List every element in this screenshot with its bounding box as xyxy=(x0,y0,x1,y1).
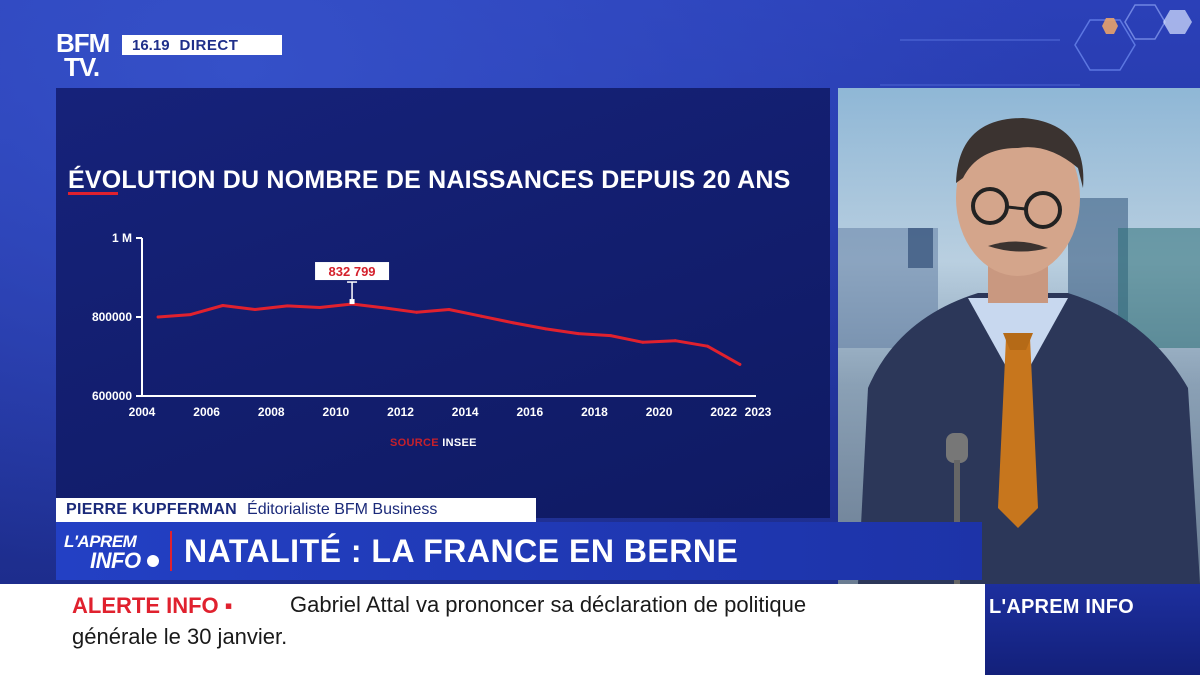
speaker-name: PIERRE KUPFERMAN xyxy=(66,501,238,518)
x-tick-label: 2010 xyxy=(323,405,350,419)
alert-text-line-2: générale le 30 janvier. xyxy=(72,624,288,649)
x-tick-label: 2008 xyxy=(258,405,285,419)
annotation-marker xyxy=(349,299,355,305)
x-tick-label: 2012 xyxy=(387,405,414,419)
speaker-role: Éditorialiste BFM Business xyxy=(247,501,438,518)
y-tick-label: 800000 xyxy=(92,310,132,324)
corner-brand-text: L'APREM INFO xyxy=(989,596,1134,618)
data-point xyxy=(706,344,710,348)
annotation-box xyxy=(315,262,390,281)
data-point xyxy=(576,332,580,336)
show-logo: L'APREM INFO xyxy=(56,522,166,580)
data-point xyxy=(673,339,677,343)
annotation-label: 832 799 xyxy=(329,264,376,279)
chart-title: ÉVOLUTION DU NOMBRE DE NAISSANCES DEPUIS… xyxy=(68,166,791,194)
alert-label: ALERTE INFO ▪ xyxy=(72,593,233,618)
births-line-chart: 1 M 800000 600000 2004 2006 2008 2010 2012 2014… xyxy=(92,231,772,419)
show-logo-line-2: INFO xyxy=(90,548,141,573)
x-tick-label: 2016 xyxy=(516,405,543,419)
corner-show-brand: L'APREM INFO xyxy=(985,584,1200,675)
data-point xyxy=(318,306,322,310)
data-point xyxy=(512,321,516,325)
channel-logo: BFM TV. xyxy=(56,30,116,82)
x-tick-label: 2020 xyxy=(646,405,673,419)
alert-text-line-1: Gabriel Attal va prononcer sa déclaratio… xyxy=(290,592,807,617)
live-label: DIRECT xyxy=(179,36,239,54)
clock-time: 16.19 xyxy=(132,36,170,54)
data-point xyxy=(447,307,451,311)
data-point xyxy=(253,307,257,311)
data-point xyxy=(609,334,613,338)
headline-text: NATALITÉ : LA FRANCE EN BERNE xyxy=(184,532,739,569)
title-underline xyxy=(68,192,118,195)
source-label: SOURCE xyxy=(390,437,439,449)
headline-divider xyxy=(170,531,172,571)
presenter-illustration xyxy=(838,118,1200,584)
data-point xyxy=(221,304,225,308)
data-point xyxy=(544,327,548,331)
x-tick-label: 2006 xyxy=(193,405,220,419)
data-point xyxy=(188,313,192,317)
decorative-hexagons xyxy=(880,4,1192,86)
data-point xyxy=(156,315,160,319)
show-logo-line-1: L'APREM xyxy=(64,532,137,551)
births-series-line xyxy=(156,302,742,366)
data-point xyxy=(415,310,419,314)
speaker-name-bar: PIERRE KUPFERMAN Éditorialiste BFM Busin… xyxy=(56,498,536,522)
x-tick-label: 2014 xyxy=(452,405,479,419)
data-point xyxy=(479,314,483,318)
data-point xyxy=(285,304,289,308)
source-name: INSEE xyxy=(442,437,477,449)
logo-line-1: BFM xyxy=(56,28,110,58)
show-logo-dot-icon xyxy=(147,555,159,567)
x-tick-label: 2018 xyxy=(581,405,608,419)
data-point xyxy=(738,362,742,366)
headline-bar: L'APREM INFO NATALITÉ : LA FRANCE EN BER… xyxy=(56,522,982,580)
y-tick-label: 1 M xyxy=(112,231,132,245)
data-point xyxy=(382,306,386,310)
x-tick-label: 2004 xyxy=(129,405,156,419)
logo-line-2: TV. xyxy=(64,52,100,82)
data-point xyxy=(641,340,645,344)
chart-panel: ÉVOLUTION DU NOMBRE DE NAISSANCES DEPUIS… xyxy=(56,88,830,518)
x-tick-label: 2023 xyxy=(745,405,772,419)
y-tick-label: 600000 xyxy=(92,389,132,403)
news-ticker xyxy=(0,584,985,675)
live-badge: 16.19 DIRECT xyxy=(122,35,282,55)
studio-camera-view xyxy=(838,88,1200,584)
chart-source: SOURCE INSEE xyxy=(390,437,477,449)
x-tick-label: 2022 xyxy=(710,405,737,419)
